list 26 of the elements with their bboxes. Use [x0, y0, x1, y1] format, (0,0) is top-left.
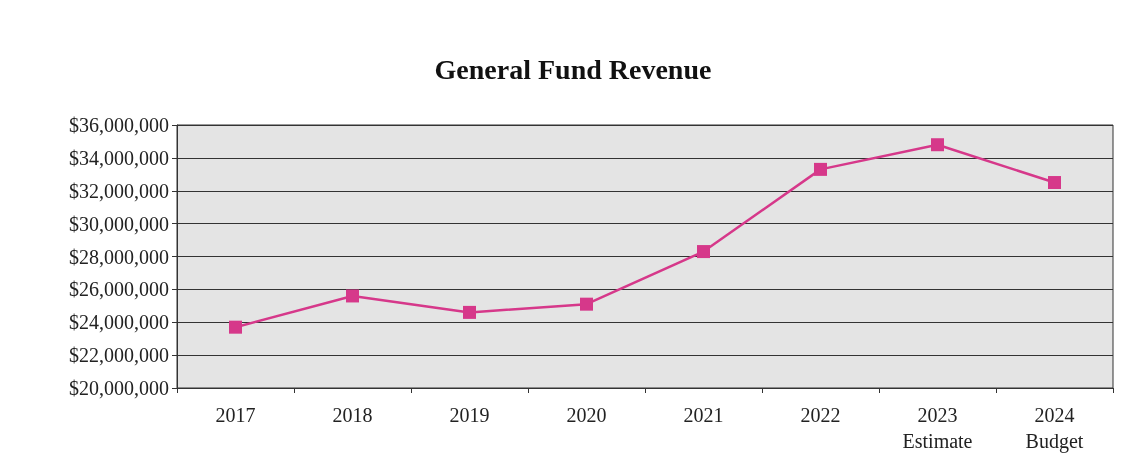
point — [229, 320, 242, 334]
y-tick-label: $30,000,000 — [69, 212, 169, 235]
x-tick-label: 2020 — [566, 404, 607, 426]
x-tick-label: 2022 — [800, 404, 841, 426]
x-tick-label: 2018 — [332, 404, 373, 426]
y-tick-label: $34,000,000 — [69, 146, 169, 169]
y-tick-label: $24,000,000 — [69, 311, 169, 334]
y-tick-label: $20,000,000 — [69, 377, 169, 399]
y-tick-label: $26,000,000 — [69, 278, 169, 301]
x-tick-label: 2021 — [683, 404, 724, 426]
x-tick-label: 2017 — [215, 404, 256, 426]
point — [697, 245, 710, 259]
point — [814, 162, 827, 176]
point — [931, 138, 944, 152]
y-tick-label: $36,000,000 — [69, 114, 169, 136]
point — [463, 305, 476, 319]
point — [580, 297, 593, 311]
chart-title: General Fund Revenue — [434, 53, 712, 85]
point — [346, 289, 359, 303]
y-tick-label: $32,000,000 — [69, 179, 169, 202]
y-tick-label: $28,000,000 — [69, 245, 169, 268]
x-tick-label: 2024 Budget — [1025, 404, 1084, 453]
x-tick-label: 2019 — [449, 404, 490, 426]
x-tick-label: 2023 Estimate — [902, 404, 973, 452]
y-tick-label: $22,000,000 — [69, 344, 169, 367]
point — [1048, 176, 1061, 190]
